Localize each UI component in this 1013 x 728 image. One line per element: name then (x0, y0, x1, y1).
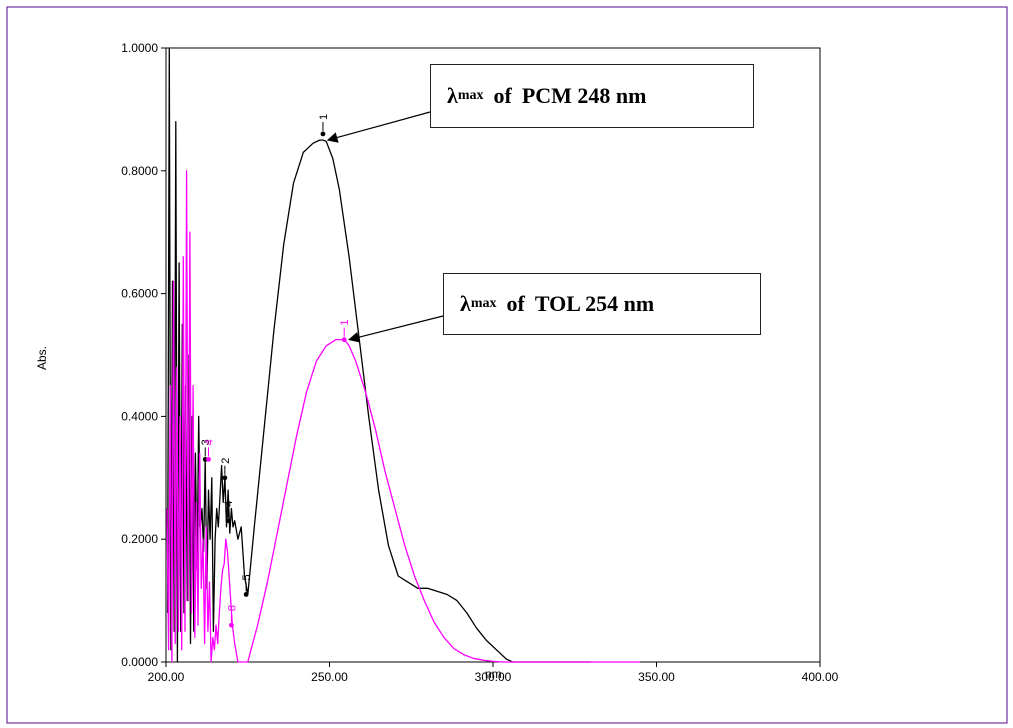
peak-label: 4 (223, 501, 235, 507)
peak-marker (206, 456, 211, 462)
peak-marker (243, 592, 249, 597)
y-tick-label: 0.2000 (121, 532, 158, 546)
peak-label: 1 (318, 114, 330, 120)
lambda-symbol: λ (447, 83, 458, 108)
y-tick-label: 1.0000 (121, 41, 158, 55)
peak-label: 4 (204, 439, 216, 445)
series-line-tol (166, 170, 641, 663)
annotation-pcm-text: PCM 248 nm (521, 83, 647, 108)
annotation-tol-text: TOL 254 nm (534, 291, 655, 316)
peak-label: 2 (220, 458, 232, 464)
lambda-subscript: max (470, 296, 497, 311)
y-tick-label: 0.8000 (121, 164, 158, 178)
series-group (166, 47, 641, 663)
annotation-tol: λ max of TOL 254 nm (443, 273, 761, 335)
peak-label: 1 (339, 320, 351, 326)
x-tick-label: 300.00 (475, 670, 512, 684)
peak-marker (225, 518, 231, 524)
peak-marker (320, 131, 326, 137)
annotation-of: of (493, 83, 512, 108)
x-axis-label: nm. (485, 667, 505, 681)
annotation-arrow-tol (348, 315, 444, 343)
peak-label: 3 (200, 439, 212, 445)
y-axis-label: Abs. (35, 346, 49, 370)
lambda-symbol: λ (460, 291, 471, 316)
annotation-of: of (506, 291, 525, 316)
annotation-pcm: λ max of PCM 248 nm (430, 64, 754, 128)
lambda-subscript: max (457, 88, 484, 103)
x-tick-label: 250.00 (311, 670, 348, 684)
x-tick-label: 400.00 (802, 670, 839, 684)
y-tick-label: 0.6000 (121, 287, 158, 301)
peak-marker (341, 337, 347, 343)
y-tick-label: 0.4000 (121, 409, 158, 423)
axis-ticks: 200.00 250.00 300.00 350.00 400.00 0.0000 0.20… (121, 41, 838, 684)
annotation-arrows (326, 111, 444, 343)
peak-label: 8 (226, 605, 238, 611)
peak-marker (229, 622, 234, 628)
peak-marker (222, 475, 228, 481)
y-tick-label: 0.0000 (121, 655, 158, 669)
peak-label: 5 (241, 574, 253, 580)
x-tick-label: 200.00 (148, 670, 185, 684)
x-tick-label: 350.00 (638, 670, 675, 684)
annotation-arrow-pcm (326, 111, 431, 143)
